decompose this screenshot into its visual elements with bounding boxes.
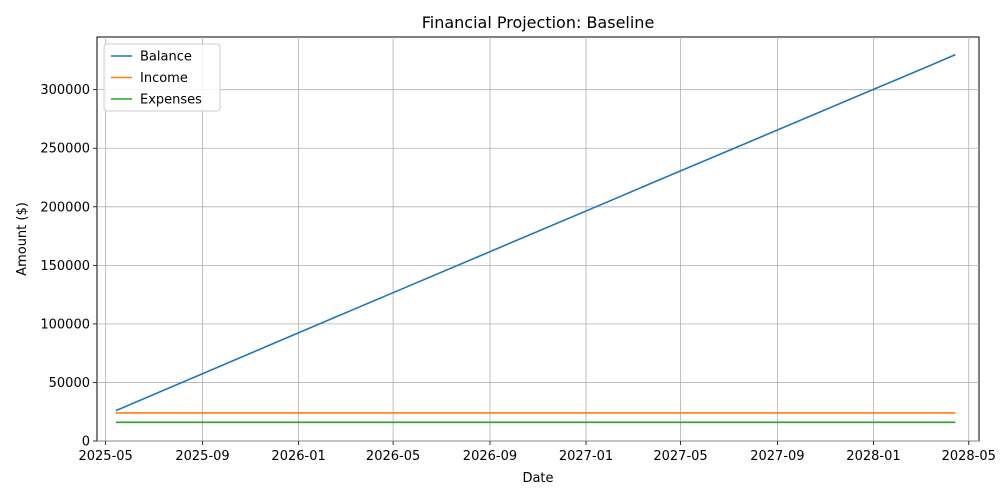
y-axis: 0 50000 100000 150000 200000 250000 300000	[40, 83, 97, 450]
series-line-balance	[115, 53, 956, 412]
y-tick-label: 100000	[40, 317, 90, 332]
legend-box	[103, 43, 221, 112]
chart-title: Financial Projection: Baseline	[422, 13, 655, 32]
grid	[97, 37, 979, 442]
x-tick-label: 2027-09	[750, 449, 804, 464]
x-tick-label: 2025-09	[175, 449, 229, 464]
plot-area	[96, 36, 980, 442]
y-axis-label: Amount ($)	[15, 202, 30, 276]
y-tick-label: 150000	[40, 259, 90, 274]
series-lines	[115, 53, 956, 424]
x-tick-label: 2026-09	[463, 449, 517, 464]
y-tick-label: 250000	[40, 142, 90, 157]
y-tick-label: 50000	[49, 376, 90, 391]
legend: Balance Income Expenses	[103, 43, 221, 112]
legend-label-balance: Balance	[140, 50, 192, 65]
x-tick-label: 2025-05	[78, 449, 132, 464]
x-axis: 2025-05 2025-09 2026-01 2026-05 2026-09 2027-…	[78, 441, 996, 464]
y-tick-label: 0	[82, 435, 90, 450]
x-tick-label: 2028-01	[846, 449, 900, 464]
x-tick-label: 2026-01	[271, 449, 325, 464]
x-tick-label: 2027-01	[559, 449, 613, 464]
x-tick-label: 2028-05	[942, 449, 996, 464]
legend-label-expenses: Expenses	[140, 93, 202, 108]
x-axis-label: Date	[522, 471, 553, 486]
x-tick-label: 2027-05	[653, 449, 707, 464]
x-tick-label: 2026-05	[366, 449, 420, 464]
y-tick-label: 200000	[40, 200, 90, 215]
y-tick-label: 300000	[40, 83, 90, 98]
legend-label-income: Income	[140, 71, 188, 86]
